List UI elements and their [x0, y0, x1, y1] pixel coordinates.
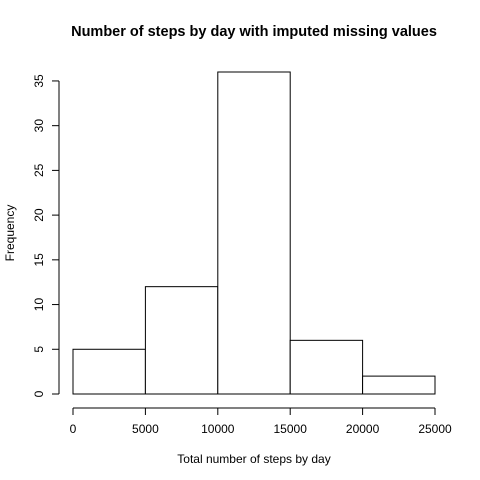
- chart-title: Number of steps by day with imputed miss…: [71, 24, 437, 40]
- y-tick-label-6: 30: [32, 119, 46, 133]
- y-tick-label-2: 10: [32, 298, 46, 312]
- x-tick-label-5: 25000: [418, 422, 452, 436]
- histogram-bar-3: [289, 339, 364, 395]
- x-tick-label-4: 20000: [346, 422, 380, 436]
- y-tick-label-5: 25: [32, 163, 46, 177]
- histogram-bar-1: [144, 286, 219, 395]
- x-tick-label-3: 15000: [274, 422, 308, 436]
- x-tick-label-0: 0: [70, 422, 77, 436]
- y-tick-label-7: 35: [32, 74, 46, 88]
- histogram-bar-2: [217, 71, 291, 395]
- y-tick-label-3: 15: [32, 253, 46, 267]
- histogram-bar-0: [72, 348, 146, 395]
- x-tick-label-2: 10000: [201, 422, 235, 436]
- x-axis-label: Total number of steps by day: [177, 452, 330, 466]
- y-tick-label-4: 20: [32, 208, 46, 222]
- y-axis-label: Frequency: [3, 205, 17, 262]
- y-tick-label-1: 5: [32, 346, 46, 353]
- y-axis: 0 5 10 15 20 25 30 35: [32, 74, 60, 397]
- x-tick-label-1: 5000: [132, 422, 159, 436]
- x-axis: 0 5000 10000 15000 20000 25000: [70, 407, 452, 436]
- histogram-bars: [72, 71, 436, 395]
- histogram-bar-4: [362, 375, 436, 395]
- y-tick-label-0: 0: [32, 390, 46, 397]
